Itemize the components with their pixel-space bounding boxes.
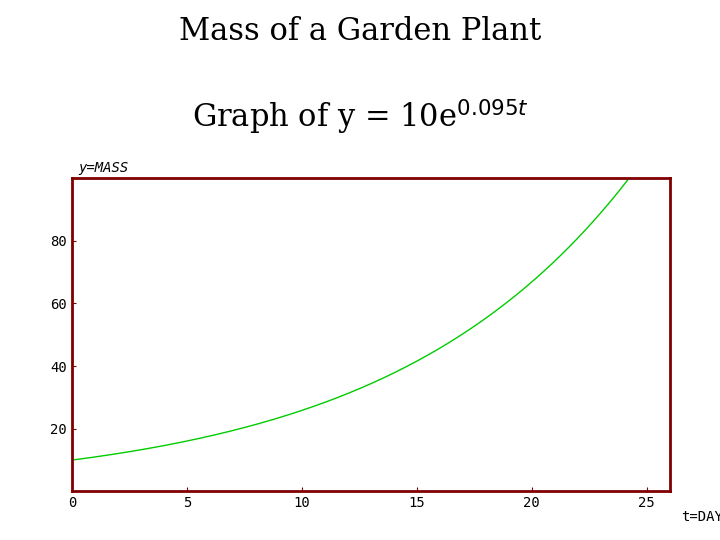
Text: Mass of a Garden Plant: Mass of a Garden Plant <box>179 16 541 47</box>
Text: Graph of y = 10e$^{0.095t}$: Graph of y = 10e$^{0.095t}$ <box>192 97 528 137</box>
Text: y=MASS: y=MASS <box>78 161 128 175</box>
Text: t=DAY: t=DAY <box>682 510 720 524</box>
